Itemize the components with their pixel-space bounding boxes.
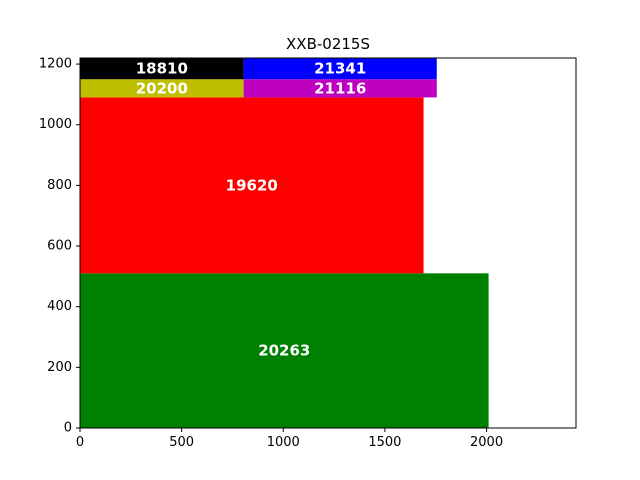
- y-tick-label-1200: 1200: [39, 57, 72, 72]
- rect-20263: [80, 273, 489, 428]
- rect-label-19620: 19620: [226, 176, 278, 194]
- rect-label-18810: 18810: [136, 60, 188, 78]
- rect-18810: [80, 58, 244, 80]
- rect-20200: [80, 79, 244, 98]
- x-axis: 0 500 1000 1500 2000: [76, 428, 503, 450]
- rects-layer: 20263 19620 20200 21116 18810 21341: [80, 58, 489, 428]
- y-tick-label-800: 800: [47, 178, 72, 193]
- x-tick-label-0: 0: [76, 435, 84, 450]
- x-tick-label-500: 500: [169, 435, 194, 450]
- x-tick-label-1500: 1500: [368, 435, 401, 450]
- y-tick-label-400: 400: [47, 299, 72, 314]
- y-tick-label-200: 200: [47, 360, 72, 375]
- rect-label-21341: 21341: [314, 60, 366, 78]
- chart-title: XXB-0215S: [286, 35, 370, 53]
- y-tick-label-600: 600: [47, 239, 72, 254]
- rect-label-20200: 20200: [136, 79, 188, 97]
- plot-frame: [79, 57, 577, 429]
- rect-label-21116: 21116: [314, 79, 366, 97]
- x-tick-label-2000: 2000: [470, 435, 503, 450]
- y-axis: 0 200 400 600 800 1000 1200: [39, 57, 80, 436]
- y-tick-label-0: 0: [64, 421, 72, 436]
- rect-19620: [80, 97, 424, 274]
- y-tick-label-1000: 1000: [39, 117, 72, 132]
- x-tick-label-1000: 1000: [267, 435, 300, 450]
- rect-label-20263: 20263: [258, 342, 310, 360]
- rect-21341: [243, 58, 437, 80]
- rect-21116: [243, 79, 437, 98]
